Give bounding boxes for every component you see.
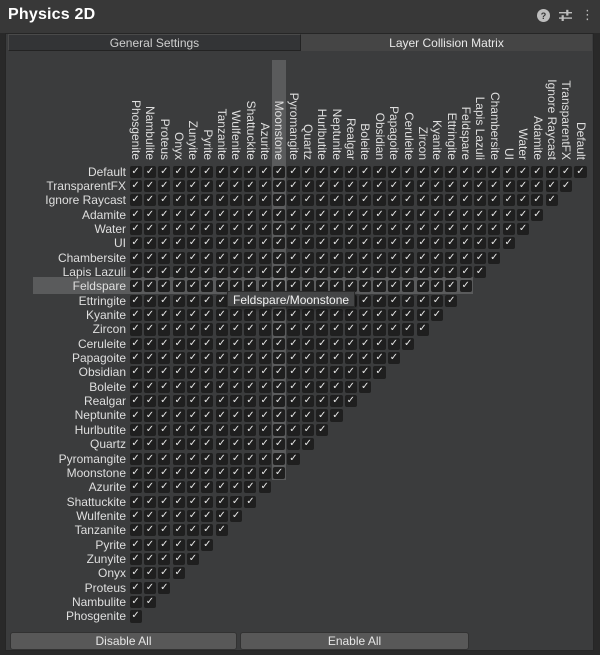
more-icon[interactable]: ⋮ <box>581 8 594 23</box>
titlebar-icons: ? ⋮ <box>537 9 594 22</box>
tab-layer-collision-matrix[interactable]: Layer Collision Matrix <box>301 34 592 51</box>
titlebar: Physics 2D ? ⋮ <box>0 0 600 33</box>
hover-tooltip: Feldspare/Moonstone <box>227 291 356 307</box>
presets-icon[interactable] <box>559 9 572 22</box>
disable-all-button[interactable]: Disable All <box>10 632 237 650</box>
enable-all-button[interactable]: Enable All <box>240 632 469 650</box>
tab-bar: General Settings Layer Collision Matrix <box>8 34 592 51</box>
page-title: Physics 2D <box>8 6 96 23</box>
tab-general-settings[interactable]: General Settings <box>8 34 301 51</box>
settings-panel <box>5 33 594 651</box>
help-icon[interactable]: ? <box>537 9 550 22</box>
